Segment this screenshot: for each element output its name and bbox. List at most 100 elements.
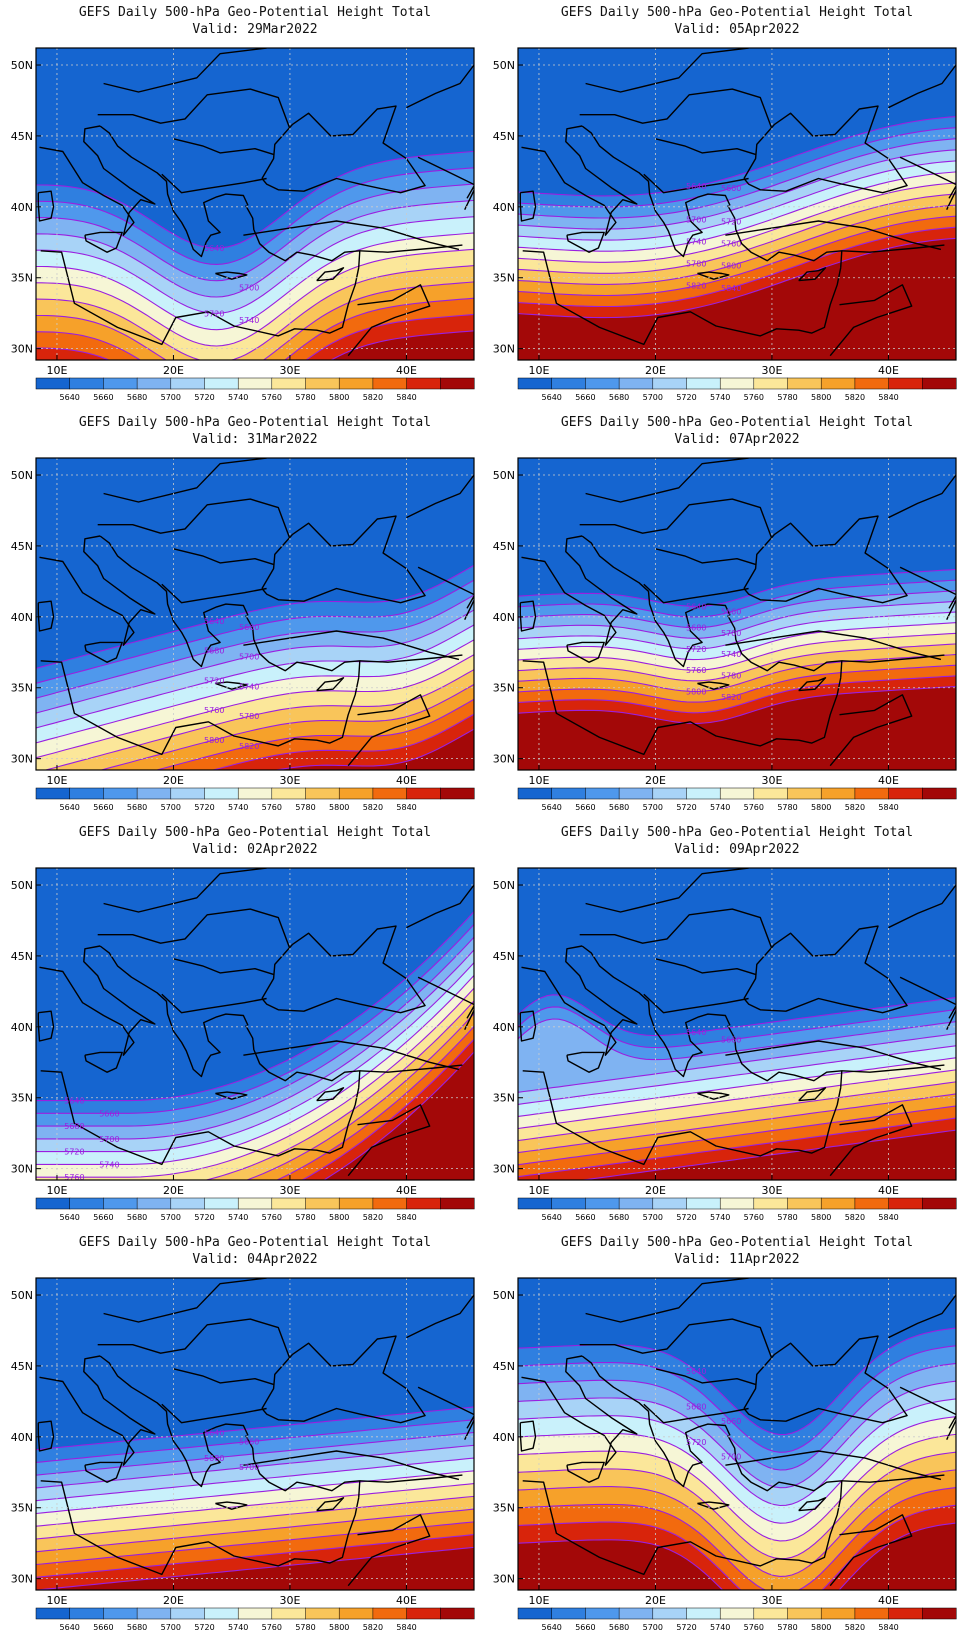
contour-line bbox=[518, 590, 956, 629]
contour-line bbox=[36, 1431, 474, 1476]
coastline bbox=[40, 1480, 360, 1576]
lat-tick-label: 35N bbox=[493, 1502, 515, 1515]
lon-tick-label: 10E bbox=[46, 1184, 67, 1197]
map-panel-3: 5640 5660 5680 5700 5720 5740 5760 5780 5800 5820… bbox=[0, 410, 482, 820]
colorbar-swatch bbox=[517, 787, 553, 800]
coastline bbox=[725, 220, 942, 251]
colorbar-swatch bbox=[753, 1607, 789, 1620]
lat-tick-label: 35N bbox=[11, 1092, 33, 1105]
colorbar-label: 5780 bbox=[777, 803, 797, 812]
coastline bbox=[655, 548, 756, 566]
coastline bbox=[466, 594, 474, 609]
contour-line bbox=[518, 1033, 956, 1093]
lat-tick-label: 40N bbox=[493, 1021, 515, 1034]
colorbar-swatch bbox=[585, 1197, 620, 1210]
coastline bbox=[585, 1278, 749, 1323]
contour-line bbox=[579, 1129, 956, 1180]
colorbar-swatch bbox=[719, 1607, 755, 1620]
contour-label: 5700 bbox=[686, 215, 706, 224]
colorbar-swatch bbox=[305, 377, 340, 390]
coastline bbox=[727, 1025, 843, 1088]
coastline bbox=[215, 271, 248, 280]
coastline bbox=[829, 1514, 913, 1587]
colorbar-swatch bbox=[686, 787, 721, 800]
coastline bbox=[103, 48, 267, 93]
lat-tick-label: 40N bbox=[11, 1021, 33, 1034]
colorbar-swatch bbox=[103, 377, 138, 390]
colorbar-swatch bbox=[719, 377, 755, 390]
colorbar-swatch bbox=[719, 1197, 755, 1210]
contour-label: 5800 bbox=[204, 736, 224, 745]
lon-tick-label: 40E bbox=[878, 1184, 899, 1197]
coastline bbox=[243, 220, 460, 251]
contour-label: 5740 bbox=[239, 682, 259, 691]
colorbar-label: 5700 bbox=[643, 393, 663, 402]
coastline bbox=[899, 156, 956, 211]
coastline bbox=[948, 594, 956, 609]
colorbar-swatch bbox=[888, 1197, 923, 1210]
panel-title: GEFS Daily 500-hPa Geo-Potential Height … bbox=[78, 5, 432, 20]
contour-line bbox=[518, 1433, 956, 1542]
contour-label: 5740 bbox=[721, 650, 741, 659]
coastline bbox=[579, 498, 773, 540]
colorbar-swatch bbox=[372, 787, 408, 800]
coastline bbox=[261, 925, 426, 1014]
contour-line bbox=[518, 138, 956, 219]
contour-line bbox=[518, 653, 956, 693]
contour-line bbox=[518, 1362, 956, 1471]
colorbar-swatch bbox=[551, 787, 586, 800]
coastline bbox=[84, 1461, 123, 1483]
coastline bbox=[347, 694, 431, 767]
colorbar-label: 5820 bbox=[363, 1213, 383, 1222]
colorbar-swatch bbox=[820, 1197, 856, 1210]
coastline bbox=[245, 615, 361, 678]
lat-tick-label: 30N bbox=[493, 753, 515, 766]
contour-label: 5660 bbox=[239, 1438, 259, 1447]
colorbar-swatch bbox=[652, 377, 688, 390]
contour-label: 5840 bbox=[721, 284, 741, 293]
lon-tick-label: 10E bbox=[528, 1184, 549, 1197]
contour-line bbox=[518, 568, 956, 607]
colorbar-label: 5840 bbox=[396, 1213, 416, 1222]
coastline bbox=[39, 535, 156, 646]
coastline bbox=[39, 125, 156, 236]
lon-tick-label: 10E bbox=[46, 1594, 67, 1607]
coastline bbox=[406, 884, 474, 929]
coastline bbox=[522, 250, 842, 346]
colorbar-swatch bbox=[888, 377, 923, 390]
contour-label: 5760 bbox=[721, 240, 741, 249]
colorbar-swatch bbox=[440, 377, 475, 390]
colorbar-swatch bbox=[618, 1197, 654, 1210]
colorbar-swatch bbox=[652, 1607, 688, 1620]
colorbar-label: 5840 bbox=[396, 393, 416, 402]
lat-tick-label: 30N bbox=[493, 1163, 515, 1176]
coastline bbox=[417, 156, 474, 211]
colorbar-swatch bbox=[372, 1197, 408, 1210]
colorbar-label: 5800 bbox=[811, 803, 831, 812]
contour-label: 5820 bbox=[686, 282, 706, 291]
coastline bbox=[743, 1335, 908, 1424]
coastline bbox=[97, 1318, 291, 1360]
coastline bbox=[566, 231, 605, 253]
coastline bbox=[519, 600, 537, 632]
colorbar-swatch bbox=[305, 787, 340, 800]
contour-label: 5640 bbox=[204, 1428, 224, 1437]
colorbar-swatch bbox=[440, 1607, 475, 1620]
map-svg: 5640 5660 5700 5720 5740 5760 5780 5800 5820 5840… bbox=[493, 47, 957, 402]
colorbar-swatch bbox=[136, 377, 172, 390]
map-svg: 5640 5660 5680 5700 5720 5740 5760 5780 5800 5820… bbox=[493, 457, 957, 812]
colorbar-swatch bbox=[406, 787, 441, 800]
contour-line bbox=[518, 160, 956, 241]
contour-line bbox=[518, 1105, 956, 1166]
coastline bbox=[566, 1461, 605, 1483]
contour-label: 5660 bbox=[721, 1417, 741, 1426]
contour-line bbox=[36, 1534, 474, 1578]
contour-label: 5700 bbox=[99, 1135, 119, 1144]
colorbar-swatch bbox=[237, 1607, 273, 1620]
contour-line bbox=[518, 1093, 956, 1154]
colorbar-swatch bbox=[237, 377, 273, 390]
colorbar-swatch bbox=[618, 1607, 654, 1620]
coastline bbox=[743, 925, 908, 1014]
lat-tick-label: 50N bbox=[11, 1289, 33, 1302]
contour-line bbox=[99, 683, 474, 770]
